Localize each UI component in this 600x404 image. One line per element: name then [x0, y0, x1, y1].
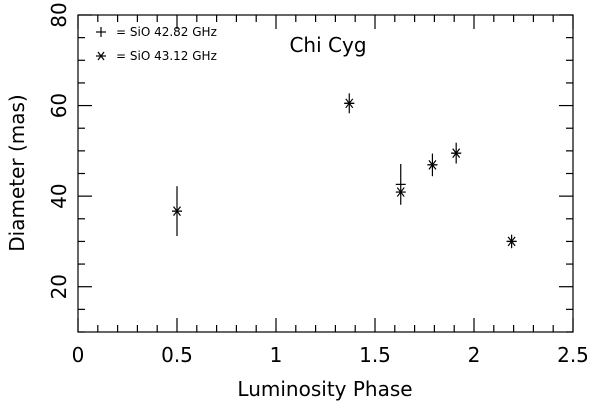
x-axis-label: Luminosity Phase: [237, 377, 412, 401]
chart-title: Chi Cyg: [289, 33, 366, 57]
x-tick-label: 1: [270, 343, 283, 367]
y-tick-label: 60: [47, 93, 71, 118]
legend-marker-star: [96, 51, 106, 61]
legend-label-43: = SiO 43.12 GHz: [116, 49, 217, 63]
star-marker-d2: [452, 148, 461, 158]
star-marker-d2: [345, 98, 354, 109]
y-tick-label: 20: [47, 274, 71, 299]
x-tick-label: 1.5: [359, 343, 391, 367]
data-marks: [172, 93, 517, 249]
axis-ticks: [77, 14, 574, 333]
data-point-plus: [395, 163, 406, 205]
star-marker-d2: [507, 236, 516, 247]
data-point-star: [395, 187, 406, 197]
y-axis-label: Diameter (mas): [5, 94, 29, 252]
data-point-star: [451, 148, 462, 158]
x-tick-label: 2: [468, 343, 481, 367]
star-marker-d2: [428, 160, 437, 170]
legend: = SiO 42.82 GHz = SiO 43.12 GHz: [96, 25, 217, 63]
y-tick-label: 80: [47, 2, 71, 27]
data-point-star: [427, 160, 438, 170]
data-point-star: [172, 206, 182, 216]
star-marker-d2: [396, 187, 405, 197]
x-tick-label: 2.5: [557, 343, 589, 367]
x-tick-label: 0: [72, 343, 85, 367]
legend-marker-plus: [96, 27, 106, 37]
star-marker-d2: [173, 206, 181, 216]
y-tick-label: 40: [47, 183, 71, 208]
x-tick-label: 0.5: [161, 343, 193, 367]
tick-labels: 0 0.5 1 1.5 2 2.5 20 40 60 80: [47, 2, 589, 367]
legend-label-42: = SiO 42.82 GHz: [116, 25, 217, 39]
data-point-star: [344, 98, 355, 109]
data-point-star: [506, 236, 517, 247]
